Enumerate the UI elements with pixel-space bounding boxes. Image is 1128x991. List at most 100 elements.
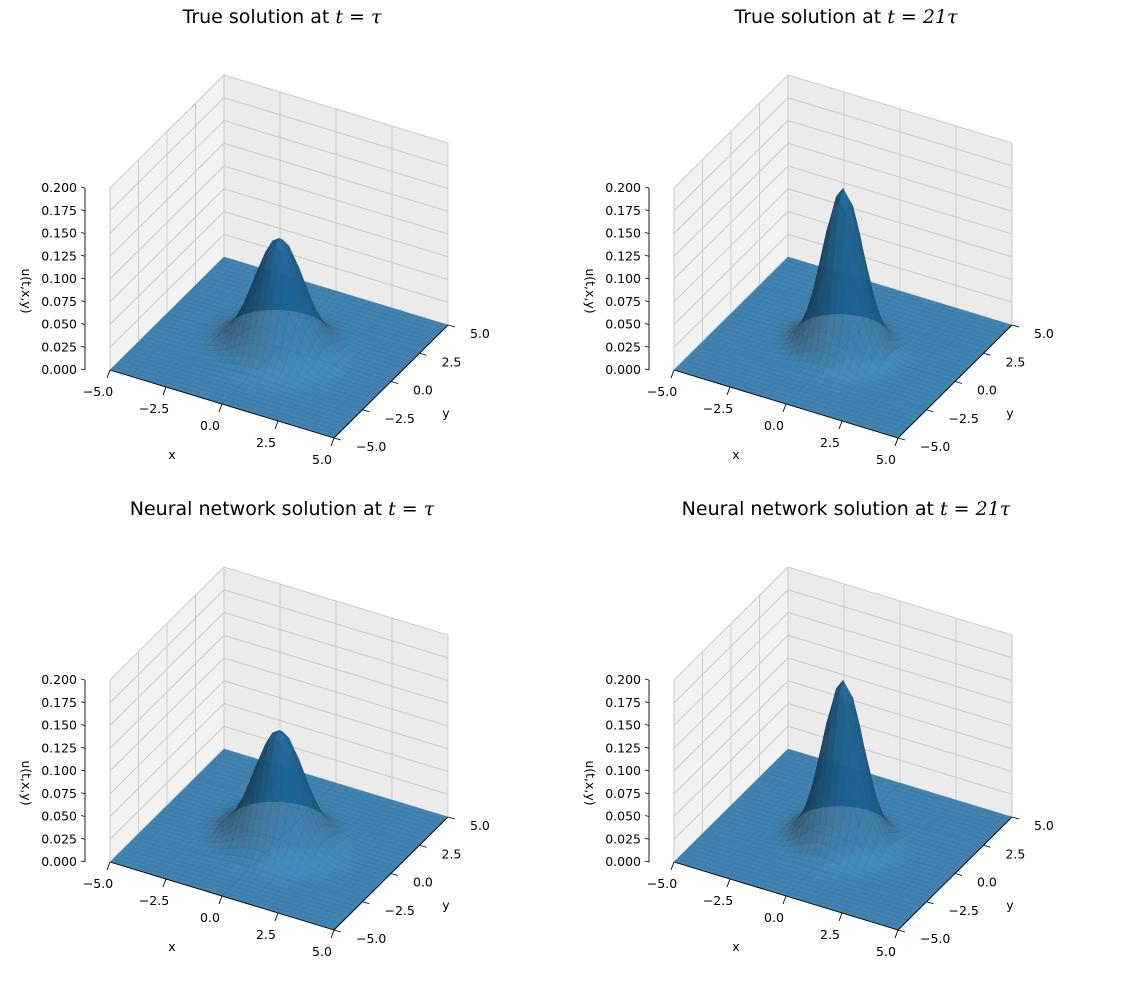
y-tick-label: −5.0 <box>920 439 950 454</box>
z-tick-mark <box>644 345 650 348</box>
z-tick-label: 0.175 <box>605 695 641 710</box>
y-tick-mark <box>362 409 370 413</box>
x-tick-label: −2.5 <box>703 893 733 908</box>
y-tick-label: 5.0 <box>1034 818 1054 833</box>
z-axis-label: u(t,x,y) <box>19 268 34 313</box>
grid-z <box>109 119 449 234</box>
title-math: t = 21τ <box>887 6 958 28</box>
y-tick-mark <box>447 816 456 820</box>
x-axis-label: x <box>168 939 175 954</box>
y-tick-label: −5.0 <box>920 931 950 946</box>
x-tick-mark <box>330 437 335 447</box>
x-tick-mark <box>106 861 111 871</box>
y-tick-mark <box>954 381 963 384</box>
surface <box>109 729 449 931</box>
axes: −5.0−2.50.02.55.0−5.0−2.50.02.55.00.0000… <box>583 672 1054 959</box>
y-tick-label: −5.0 <box>356 439 386 454</box>
y-tick-label: 5.0 <box>470 326 490 341</box>
z-tick-label: 0.050 <box>605 809 641 824</box>
y-tick-mark <box>333 437 342 441</box>
y-axis-label: y <box>442 898 450 913</box>
y-tick-label: 5.0 <box>470 818 490 833</box>
x-tick-mark <box>274 912 279 922</box>
x-tick-label: −2.5 <box>139 893 169 908</box>
panel-title: Neural network solution at t = 21τ <box>564 498 1128 520</box>
x-tick-mark <box>218 403 223 413</box>
z-tick-label: 0.125 <box>605 248 641 263</box>
z-tick-mark <box>644 277 650 280</box>
y-tick-mark <box>1011 816 1020 820</box>
surface-plot: −5.0−2.50.02.55.0−5.0−2.50.02.55.00.0000… <box>19 566 490 959</box>
grid-z <box>109 634 449 749</box>
panel-nn-t1: Neural network solution at t = τ −5.0 −2.… <box>0 492 564 987</box>
y-tick-mark <box>390 381 399 384</box>
surface-plot: −5.0−2.50.02.55.0−5.0−2.50.02.55.00.0000… <box>583 566 1054 959</box>
x-tick-label: 2.5 <box>820 927 840 942</box>
grid-z <box>109 657 449 772</box>
y-tick-mark <box>954 873 963 876</box>
z-tick-label: 0.025 <box>41 339 77 354</box>
grid-z <box>673 566 1013 681</box>
grid-z <box>673 634 1013 749</box>
x-tick-label: 5.0 <box>876 452 896 467</box>
y-tick-mark <box>419 352 427 356</box>
x-tick-mark <box>838 420 843 430</box>
z-tick-label: 0.150 <box>605 718 641 733</box>
y-axis-label: y <box>1006 898 1014 913</box>
z-tick-mark <box>644 186 650 189</box>
z-axis-label: u(t,x,y) <box>583 760 598 805</box>
z-tick-mark <box>644 769 650 772</box>
grid-z <box>673 165 1013 280</box>
x-tick-label: 5.0 <box>312 452 332 467</box>
y-tick-label: 0.0 <box>977 875 997 890</box>
x-tick-label: 5.0 <box>876 944 896 959</box>
grid-z <box>109 188 449 303</box>
axes: −5.0−2.50.02.55.0−5.0−2.50.02.55.00.0000… <box>19 672 490 959</box>
z-tick-label: 0.100 <box>605 271 641 286</box>
y-tick-label: −2.5 <box>949 411 979 426</box>
z-tick-label: 0.200 <box>41 180 77 195</box>
z-tick-mark <box>644 300 650 303</box>
y-tick-mark <box>333 929 342 933</box>
title-text: True solution at <box>734 6 888 28</box>
z-tick-mark <box>80 300 86 303</box>
grid-z <box>673 702 1013 817</box>
surface-plot: −5.0−2.50.02.55.0−5.0−2.50.02.55.00.0000… <box>583 74 1054 467</box>
x-tick-label: 0.0 <box>764 910 784 925</box>
x-tick-mark <box>162 878 167 888</box>
x-tick-mark <box>782 895 787 905</box>
z-tick-label: 0.100 <box>605 763 641 778</box>
z-tick-mark <box>80 232 86 234</box>
z-tick-mark <box>644 746 650 749</box>
grid-z <box>109 589 449 704</box>
y-tick-label: 2.5 <box>1006 846 1026 861</box>
grid-z <box>673 142 1013 257</box>
y-tick-label: 0.0 <box>413 875 433 890</box>
grid-z <box>673 725 1013 840</box>
z-tick-label: 0.150 <box>41 718 77 733</box>
title-math: t = 21τ <box>940 498 1011 520</box>
z-tick-label: 0.175 <box>41 203 77 218</box>
x-axis-label: x <box>168 447 175 462</box>
z-tick-mark <box>644 209 650 212</box>
z-tick-mark <box>80 792 86 795</box>
title-math: t = τ <box>388 498 435 520</box>
x-tick-label: 2.5 <box>820 435 840 450</box>
x-tick-mark <box>726 878 731 888</box>
z-axis-label: u(t,x,y) <box>583 268 598 313</box>
z-tick-label: 0.000 <box>605 362 641 377</box>
grid-z <box>109 680 449 795</box>
panel-title: True solution at t = τ <box>0 6 564 28</box>
x-tick-mark <box>218 895 223 905</box>
panel-title: Neural network solution at t = τ <box>0 498 564 520</box>
z-tick-mark <box>644 724 650 726</box>
y-tick-label: 2.5 <box>1006 354 1026 369</box>
z-tick-mark <box>80 701 86 704</box>
z-tick-mark <box>80 724 86 726</box>
x-tick-label: −2.5 <box>703 401 733 416</box>
x-tick-mark <box>726 386 731 396</box>
grid-z <box>109 566 449 681</box>
z-tick-mark <box>644 792 650 795</box>
z-tick-mark <box>644 701 650 704</box>
grid-z <box>109 702 449 817</box>
